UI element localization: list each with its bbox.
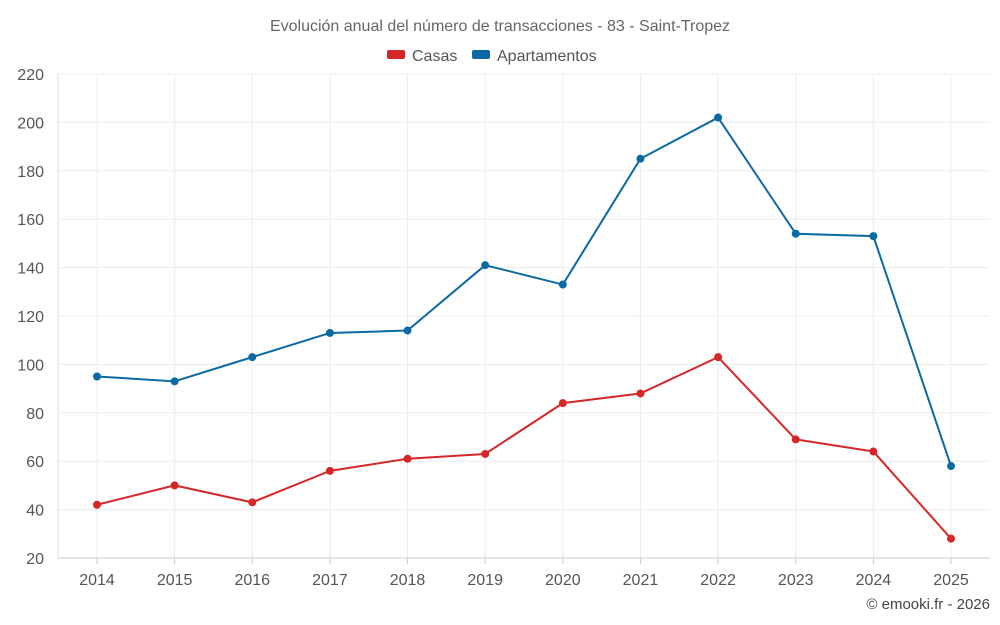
data-point-apartamentos[interactable] — [869, 232, 878, 241]
data-point-casas[interactable] — [947, 534, 955, 543]
y-tick-label: 80 — [26, 406, 44, 423]
data-point-casas[interactable] — [248, 498, 257, 507]
data-point-casas[interactable] — [791, 435, 800, 444]
y-tick-label: 200 — [17, 115, 44, 132]
data-point-casas[interactable] — [636, 389, 645, 398]
data-point-apartamentos[interactable] — [403, 326, 412, 335]
legend-swatch-casas — [387, 50, 405, 59]
x-tick-label: 2021 — [623, 572, 659, 589]
data-point-casas[interactable] — [325, 466, 334, 475]
series-apartamentos — [93, 113, 955, 471]
x-tick-label: 2022 — [700, 572, 736, 589]
data-point-apartamentos[interactable] — [481, 261, 490, 270]
y-tick-label: 140 — [17, 261, 44, 278]
gridlines — [58, 73, 990, 559]
series-line-casas — [96, 356, 952, 540]
y-tick-label: 180 — [17, 164, 44, 181]
credit-text: © emooki.fr - 2026 — [866, 596, 990, 613]
data-point-apartamentos[interactable] — [714, 113, 723, 122]
data-point-casas[interactable] — [403, 454, 412, 463]
y-tick-label: 60 — [26, 454, 44, 471]
series-line-apartamentos — [96, 116, 952, 467]
data-point-apartamentos[interactable] — [170, 377, 179, 386]
data-point-apartamentos[interactable] — [248, 353, 257, 362]
data-point-apartamentos[interactable] — [93, 372, 101, 381]
x-tick-label: 2016 — [234, 572, 270, 589]
data-point-casas[interactable] — [714, 353, 723, 362]
data-point-apartamentos[interactable] — [325, 328, 334, 337]
series-layer — [93, 113, 955, 543]
series-casas — [93, 353, 955, 543]
legend-swatch-apartamentos — [472, 50, 490, 59]
x-tick-label: 2023 — [778, 572, 814, 589]
data-point-casas[interactable] — [93, 500, 101, 509]
legend[interactable]: Casas Apartamentos — [387, 48, 597, 65]
x-tick-label: 2024 — [856, 572, 892, 589]
legend-label-apartamentos[interactable]: Apartamentos — [497, 48, 597, 65]
data-point-apartamentos[interactable] — [636, 154, 645, 163]
y-tick-label: 40 — [26, 503, 44, 520]
x-tick-label: 2017 — [312, 572, 348, 589]
y-axis: 20 40 60 80 100 120 140 160 180 200 220 — [17, 67, 59, 568]
data-point-casas[interactable] — [170, 481, 179, 490]
x-tick-label: 2020 — [545, 572, 581, 589]
x-axis: 2014 2015 2016 2017 2018 2019 2020 2021 2022 2023… — [58, 557, 990, 589]
data-point-apartamentos[interactable] — [558, 280, 567, 289]
data-point-apartamentos[interactable] — [791, 229, 800, 238]
data-point-casas[interactable] — [869, 447, 878, 456]
legend-label-casas[interactable]: Casas — [412, 48, 457, 65]
chart-title: Evolución anual del número de transaccio… — [270, 18, 730, 35]
y-tick-label: 20 — [26, 551, 44, 568]
x-tick-label: 2018 — [390, 572, 426, 589]
y-tick-label: 220 — [17, 67, 44, 84]
x-tick-label: 2025 — [933, 572, 969, 589]
x-tick-label: 2015 — [157, 572, 193, 589]
data-point-apartamentos[interactable] — [947, 462, 955, 471]
x-tick-label: 2014 — [79, 572, 115, 589]
y-tick-label: 120 — [17, 309, 44, 326]
data-point-casas[interactable] — [481, 449, 490, 458]
y-tick-label: 100 — [17, 357, 44, 374]
y-tick-label: 160 — [17, 212, 44, 229]
data-point-casas[interactable] — [558, 399, 567, 408]
x-tick-label: 2019 — [467, 572, 503, 589]
